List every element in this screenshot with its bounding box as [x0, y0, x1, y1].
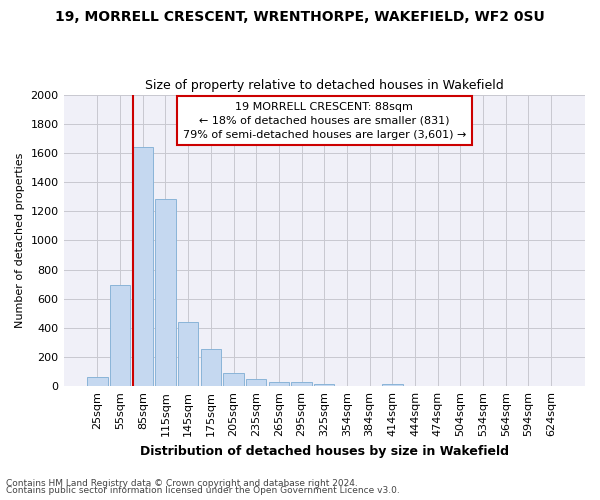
Bar — [223, 374, 244, 386]
X-axis label: Distribution of detached houses by size in Wakefield: Distribution of detached houses by size … — [140, 444, 509, 458]
Bar — [382, 384, 403, 386]
Bar — [292, 382, 312, 386]
Text: Contains HM Land Registry data © Crown copyright and database right 2024.: Contains HM Land Registry data © Crown c… — [6, 478, 358, 488]
Bar — [246, 379, 266, 386]
Bar — [200, 349, 221, 386]
Y-axis label: Number of detached properties: Number of detached properties — [15, 152, 25, 328]
Bar — [110, 285, 130, 386]
Bar — [314, 384, 334, 386]
Text: 19 MORRELL CRESCENT: 88sqm
← 18% of detached houses are smaller (831)
79% of sem: 19 MORRELL CRESCENT: 88sqm ← 18% of deta… — [182, 102, 466, 140]
Bar — [178, 322, 199, 386]
Bar — [133, 147, 153, 386]
Bar — [269, 382, 289, 386]
Text: Contains public sector information licensed under the Open Government Licence v3: Contains public sector information licen… — [6, 486, 400, 495]
Text: 19, MORRELL CRESCENT, WRENTHORPE, WAKEFIELD, WF2 0SU: 19, MORRELL CRESCENT, WRENTHORPE, WAKEFI… — [55, 10, 545, 24]
Bar — [155, 199, 176, 386]
Title: Size of property relative to detached houses in Wakefield: Size of property relative to detached ho… — [145, 79, 503, 92]
Bar — [87, 376, 107, 386]
